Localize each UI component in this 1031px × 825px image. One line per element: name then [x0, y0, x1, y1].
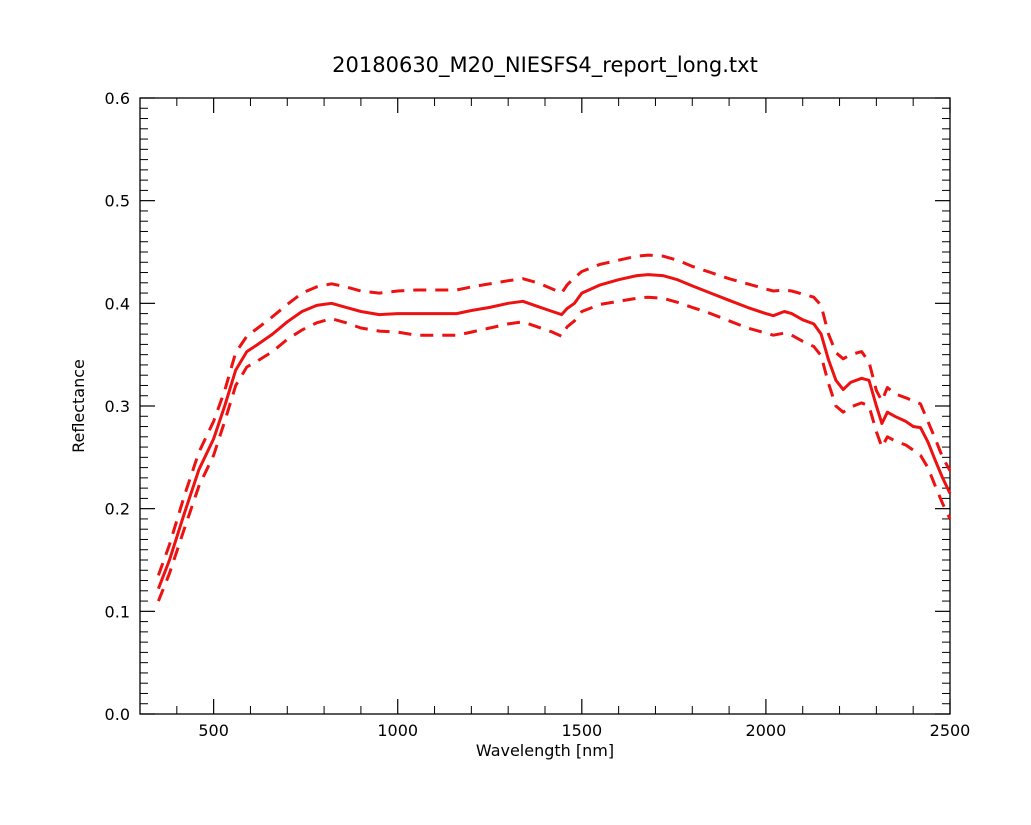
y-axis-label: Reflectance — [69, 359, 88, 453]
y-tick-label: 0.5 — [105, 192, 130, 211]
x-tick-label: 500 — [198, 721, 229, 740]
x-axis-label: Wavelength [nm] — [476, 741, 614, 760]
y-tick-label: 0.2 — [105, 500, 130, 519]
series-upper-line — [156, 253, 952, 576]
y-tick-label: 0.0 — [105, 705, 130, 724]
y-tick-label: 0.4 — [105, 294, 130, 313]
plot-frame — [139, 97, 951, 715]
y-tick-label: 0.6 — [105, 89, 130, 108]
y-tick-label: 0.3 — [105, 397, 130, 416]
x-tick-label: 2000 — [746, 721, 787, 740]
y-tick-label: 0.1 — [105, 602, 130, 621]
series-mean-line — [157, 273, 952, 590]
chart-title: 20180630_M20_NIESFS4_report_long.txt — [332, 53, 758, 78]
x-tick-label: 1000 — [377, 721, 418, 740]
series-lower-line — [157, 295, 952, 602]
x-tick-label: 1500 — [561, 721, 602, 740]
x-tick-label: 2500 — [930, 721, 971, 740]
